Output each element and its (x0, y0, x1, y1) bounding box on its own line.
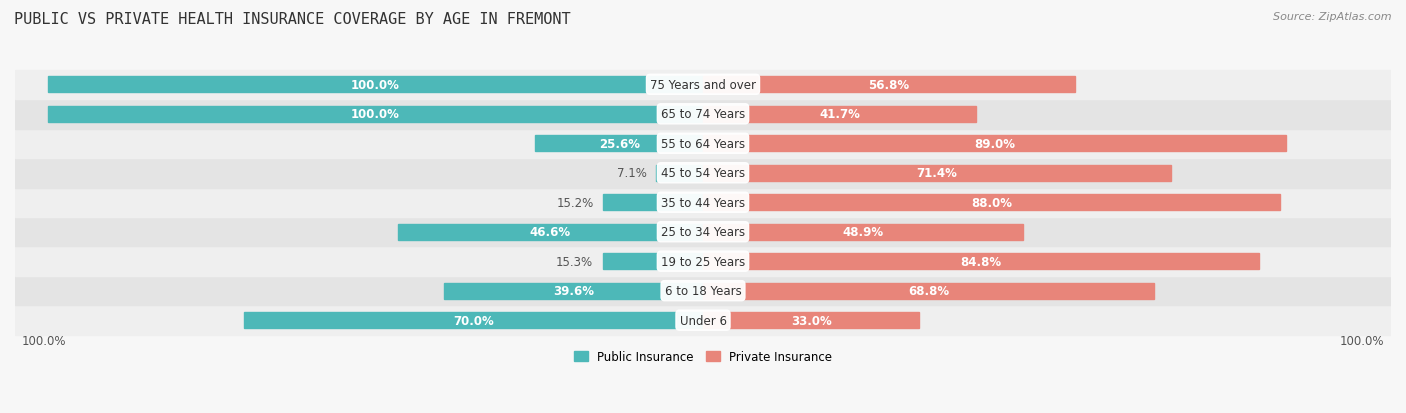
Text: 45 to 54 Years: 45 to 54 Years (661, 167, 745, 180)
Text: 84.8%: 84.8% (960, 255, 1001, 268)
Text: PUBLIC VS PRIVATE HEALTH INSURANCE COVERAGE BY AGE IN FREMONT: PUBLIC VS PRIVATE HEALTH INSURANCE COVER… (14, 12, 571, 27)
Text: 15.3%: 15.3% (555, 255, 593, 268)
Bar (15, 276, 1391, 306)
Bar (703, 195, 1279, 211)
Bar (703, 136, 1286, 152)
Bar (15, 188, 1391, 218)
Text: 100.0%: 100.0% (352, 78, 399, 92)
Text: 19 to 25 Years: 19 to 25 Years (661, 255, 745, 268)
Bar (703, 224, 1024, 240)
Bar (703, 254, 1258, 270)
Bar (15, 218, 1391, 247)
Text: 55 to 64 Years: 55 to 64 Years (661, 138, 745, 150)
Text: 70.0%: 70.0% (453, 314, 494, 327)
Text: 25 to 34 Years: 25 to 34 Years (661, 225, 745, 239)
Bar (536, 136, 703, 152)
Text: 41.7%: 41.7% (820, 108, 860, 121)
Text: 48.9%: 48.9% (842, 225, 884, 239)
Bar (657, 165, 703, 181)
Text: Source: ZipAtlas.com: Source: ZipAtlas.com (1274, 12, 1392, 22)
Bar (703, 77, 1076, 93)
Text: 39.6%: 39.6% (553, 285, 593, 297)
Text: 100.0%: 100.0% (1340, 334, 1385, 347)
Legend: Public Insurance, Private Insurance: Public Insurance, Private Insurance (569, 346, 837, 368)
Bar (15, 247, 1391, 276)
Bar (15, 159, 1391, 188)
Text: Under 6: Under 6 (679, 314, 727, 327)
Bar (15, 100, 1391, 129)
Bar (443, 283, 703, 299)
Bar (703, 107, 976, 123)
Text: 65 to 74 Years: 65 to 74 Years (661, 108, 745, 121)
Bar (398, 224, 703, 240)
Bar (703, 283, 1154, 299)
Text: 7.1%: 7.1% (617, 167, 647, 180)
Text: 33.0%: 33.0% (790, 314, 831, 327)
Bar (703, 312, 920, 328)
Text: 6 to 18 Years: 6 to 18 Years (665, 285, 741, 297)
Text: 71.4%: 71.4% (917, 167, 957, 180)
Text: 68.8%: 68.8% (908, 285, 949, 297)
Text: 100.0%: 100.0% (21, 334, 66, 347)
Text: 88.0%: 88.0% (970, 196, 1012, 209)
Text: 100.0%: 100.0% (352, 108, 399, 121)
Bar (603, 195, 703, 211)
Text: 89.0%: 89.0% (974, 138, 1015, 150)
Text: 15.2%: 15.2% (557, 196, 593, 209)
Bar (703, 165, 1171, 181)
Bar (48, 77, 703, 93)
Bar (603, 254, 703, 270)
Bar (15, 306, 1391, 335)
Text: 46.6%: 46.6% (530, 225, 571, 239)
Bar (15, 129, 1391, 159)
Text: 56.8%: 56.8% (869, 78, 910, 92)
Bar (15, 70, 1391, 100)
Text: 25.6%: 25.6% (599, 138, 640, 150)
Bar (245, 312, 703, 328)
Text: 35 to 44 Years: 35 to 44 Years (661, 196, 745, 209)
Bar (48, 107, 703, 123)
Text: 75 Years and over: 75 Years and over (650, 78, 756, 92)
